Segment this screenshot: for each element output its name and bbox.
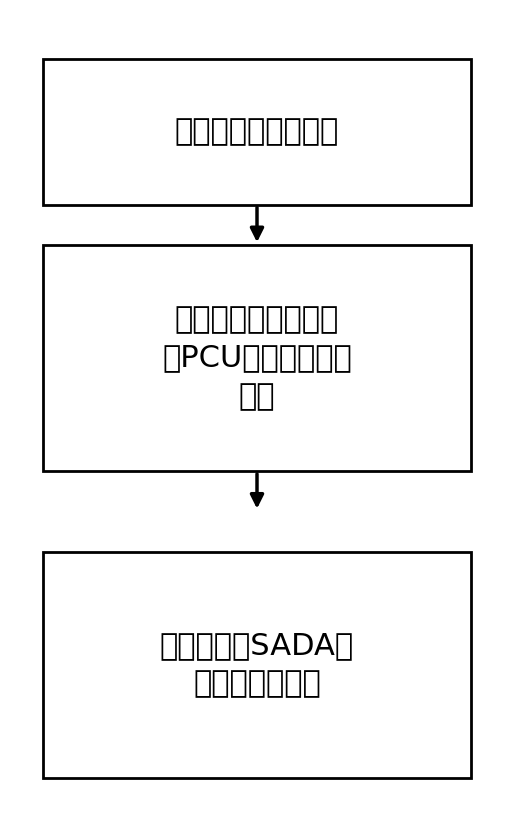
FancyBboxPatch shape (44, 552, 470, 778)
FancyBboxPatch shape (44, 245, 470, 471)
Text: 建立南北太阳翼分阵
与PCU分流级的对应
关系: 建立南北太阳翼分阵 与PCU分流级的对应 关系 (162, 306, 352, 411)
FancyBboxPatch shape (44, 59, 470, 205)
Text: 建立分阵与SADA功
率环的匹配关系: 建立分阵与SADA功 率环的匹配关系 (160, 631, 354, 698)
Text: 划分南北太阳翼分阵: 划分南北太阳翼分阵 (175, 117, 339, 146)
